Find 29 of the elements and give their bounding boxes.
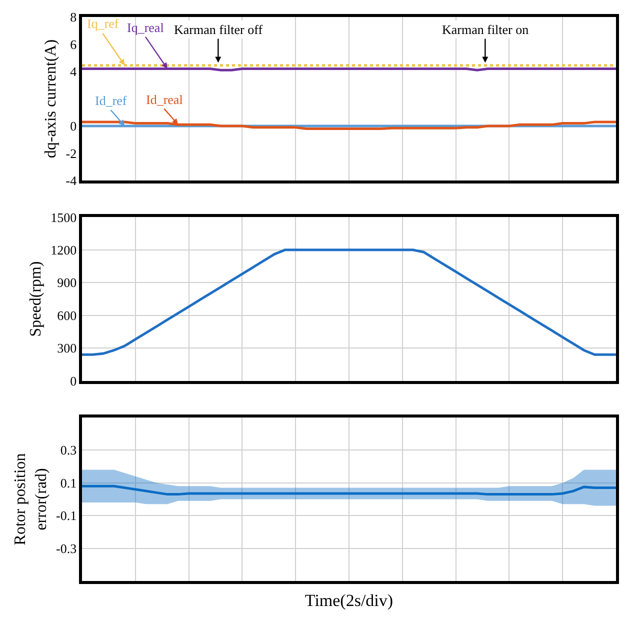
y-tick-label: 600 [57,308,77,323]
y-tick-label: -0.3 [56,540,77,556]
y-axis-title: dq-axis current(A) [42,39,60,158]
line-series [82,484,616,496]
y-tick-label: -4 [66,173,78,188]
text: Iq_ref [87,16,120,31]
y-tick-label: 4 [70,64,78,80]
line-series [82,120,616,130]
text: Iq_real [127,20,164,35]
x-axis-title: Time(2s/div) [304,591,394,610]
y-tick-label: 900 [57,275,77,290]
y-tick-label: 1500 [50,210,77,225]
y-tick-label: 0.3 [60,442,77,458]
y-tick-label: 300 [57,340,77,356]
annotation: Karman filter off [174,22,264,37]
y-tick-label: 6 [70,36,78,52]
line-series [82,248,616,356]
y-tick-label: 0 [70,373,77,388]
series-label: Id_ref [95,93,128,108]
series-label: Id_real [146,92,184,107]
y-tick-label: 1200 [50,242,77,258]
y-tick-label: -2 [66,146,77,161]
y-tick-label: -0.1 [56,508,77,524]
y-tick-label: 0 [70,118,77,134]
y-tick-label: 8 [70,10,77,25]
annotation: Karman filter on [442,22,530,37]
y-axis-title: Rotor position error(rad) [12,453,50,546]
y-tick-label: 0.1 [60,475,77,490]
y-axis-title: Speed(rpm) [28,261,45,337]
